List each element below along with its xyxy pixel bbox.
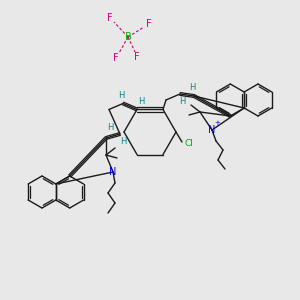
Text: F: F bbox=[146, 19, 152, 29]
Text: F: F bbox=[134, 52, 140, 62]
Text: H: H bbox=[107, 124, 113, 133]
Text: H: H bbox=[120, 136, 126, 146]
Text: F: F bbox=[107, 13, 113, 23]
Text: N: N bbox=[208, 125, 216, 135]
Text: H: H bbox=[118, 91, 124, 100]
Text: Cl: Cl bbox=[184, 140, 194, 148]
Text: N: N bbox=[109, 167, 117, 177]
Text: +: + bbox=[214, 120, 220, 126]
Text: B: B bbox=[124, 32, 131, 42]
Text: F: F bbox=[113, 53, 119, 63]
Text: H: H bbox=[138, 97, 144, 106]
Text: H: H bbox=[189, 83, 195, 92]
Text: H: H bbox=[179, 98, 185, 106]
